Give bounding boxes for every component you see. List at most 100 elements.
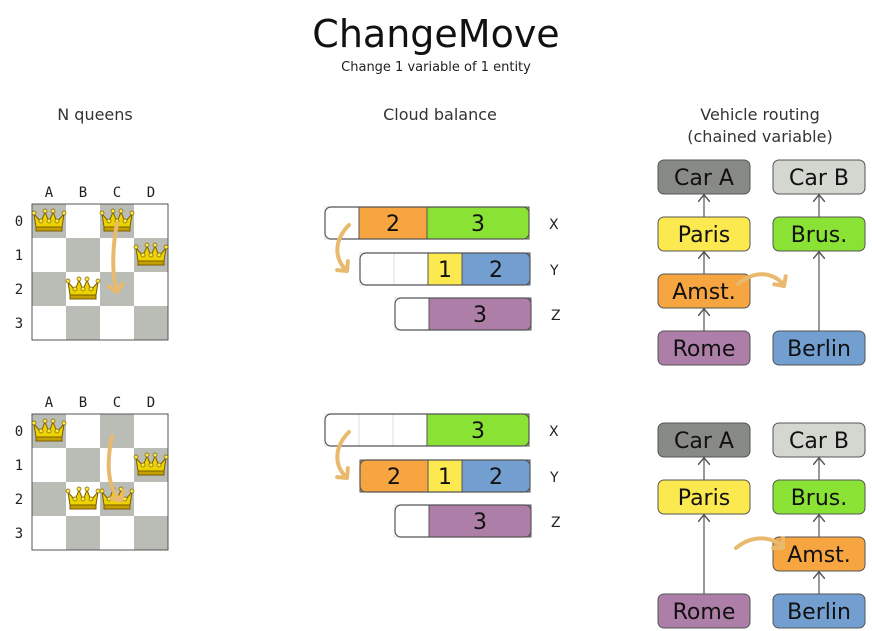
computer-border xyxy=(324,413,530,447)
node-label: Paris xyxy=(678,223,730,248)
column-label-d: D xyxy=(147,185,155,201)
move-arrow-head xyxy=(106,281,125,294)
move-arrow xyxy=(106,434,122,502)
node-label: Berlin xyxy=(787,600,851,625)
board-cell xyxy=(32,516,66,550)
board-cell xyxy=(66,516,100,550)
empty-slot xyxy=(358,413,394,447)
board-cell xyxy=(134,272,168,306)
process-label: 1 xyxy=(438,258,452,283)
board-cell xyxy=(100,306,134,340)
node-label: Rome xyxy=(673,337,736,362)
queen-icon xyxy=(65,486,101,510)
node-label: Paris xyxy=(678,486,730,511)
column-label-c: C xyxy=(113,395,121,411)
board-cell xyxy=(66,238,100,272)
board-cell xyxy=(134,306,168,340)
queen-icon xyxy=(31,418,67,442)
process-label: 2 xyxy=(386,212,400,237)
board-cell xyxy=(66,306,100,340)
move-arrow xyxy=(335,430,351,479)
row-label-2: 2 xyxy=(15,492,23,508)
board-border xyxy=(31,203,169,341)
cloud-balance-before: 2 3 X1 2 Y3 Z xyxy=(324,206,561,331)
row-label-1: 1 xyxy=(15,248,23,264)
row-label-2: 2 xyxy=(15,282,23,298)
board-cell xyxy=(32,306,66,340)
node-paris: Paris xyxy=(657,216,751,252)
node-carb: Car B xyxy=(772,422,866,458)
process-label: 3 xyxy=(471,212,485,237)
board-cell xyxy=(32,482,66,516)
process-blue xyxy=(461,459,531,493)
move-arrow xyxy=(736,272,785,286)
node-carb: Car B xyxy=(772,159,866,195)
board-cell xyxy=(100,448,134,482)
move-arrow-head xyxy=(335,466,350,480)
board-cell xyxy=(100,414,134,448)
board-cell xyxy=(66,448,100,482)
section-title-vehicle-routing: Vehicle routing xyxy=(700,105,820,124)
move-arrow-head xyxy=(335,259,350,273)
process-orange xyxy=(359,459,429,493)
cloud-balance-after: 3 X2 1 2 Y3 Z xyxy=(324,413,561,538)
process-label: 2 xyxy=(489,465,503,490)
node-label: Amst. xyxy=(787,543,851,568)
move-arrow xyxy=(734,536,784,550)
node-label: Rome xyxy=(673,600,736,625)
column-label-a: A xyxy=(45,185,54,201)
move-arrow-head xyxy=(771,536,785,550)
row-label-0: 0 xyxy=(15,214,23,230)
node-berlin: Berlin xyxy=(772,330,866,366)
diagram-subtitle: Change 1 variable of 1 entity xyxy=(341,60,531,75)
node-amst: Amst. xyxy=(657,273,751,309)
column-label-a: A xyxy=(45,395,54,411)
computer-y: 2 1 2 Y xyxy=(359,459,559,493)
board-border xyxy=(31,413,169,551)
move-arrow xyxy=(335,223,351,272)
row-label-3: 3 xyxy=(15,526,23,542)
process-green xyxy=(426,206,530,240)
node-label: Car B xyxy=(789,429,849,454)
queens-board-after: A B C D 0 1 2 3 xyxy=(15,395,169,551)
process-purple xyxy=(428,297,532,331)
section-title-n-queens: N queens xyxy=(57,105,133,124)
computer-label-y: Y xyxy=(549,470,559,486)
computer-label-z: Z xyxy=(551,308,561,324)
node-cara: Car A xyxy=(657,422,751,458)
column-label-c: C xyxy=(113,185,121,201)
column-label-b: B xyxy=(79,395,87,411)
node-berlin: Berlin xyxy=(772,593,866,629)
board-cell xyxy=(134,516,168,550)
board-cell xyxy=(100,516,134,550)
section-title-cloud-balance: Cloud balance xyxy=(383,105,497,124)
node-rome: Rome xyxy=(657,593,751,629)
queen-icon xyxy=(65,276,101,300)
computer-label-y: Y xyxy=(549,263,559,279)
process-label: 2 xyxy=(387,465,401,490)
computer-border xyxy=(359,459,531,493)
node-amst: Amst. xyxy=(772,536,866,572)
board-cell xyxy=(32,238,66,272)
queens-board-before: A B C D 0 1 2 3 xyxy=(15,185,169,341)
computer-label-x: X xyxy=(549,424,559,440)
diagram-title: ChangeMove xyxy=(312,12,560,56)
computer-border xyxy=(324,206,530,240)
board-cell xyxy=(32,448,66,482)
board-cell xyxy=(66,414,100,448)
board-cell xyxy=(134,204,168,238)
move-arrow xyxy=(111,221,119,292)
process-label: 3 xyxy=(471,419,485,444)
section-subtitle-chained-variable: (chained variable) xyxy=(687,127,833,146)
empty-slot xyxy=(394,297,430,331)
node-label: Car A xyxy=(674,166,734,191)
row-label-1: 1 xyxy=(15,458,23,474)
empty-slot xyxy=(392,413,428,447)
computer-label-x: X xyxy=(549,217,559,233)
queen-icon xyxy=(133,452,169,476)
empty-slot xyxy=(359,252,395,286)
row-label-0: 0 xyxy=(15,424,23,440)
process-label: 2 xyxy=(489,258,503,283)
